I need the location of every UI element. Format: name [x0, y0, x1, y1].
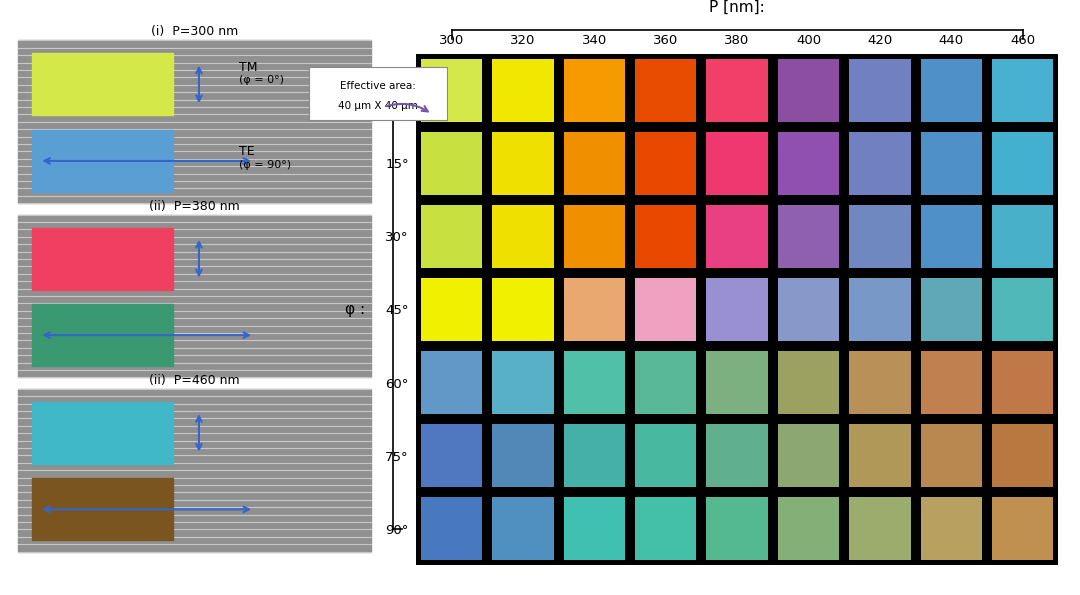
Text: 40 μm X 40 μm: 40 μm X 40 μm: [338, 101, 418, 111]
Bar: [993, 205, 1053, 268]
Text: (i)  P=300 nm: (i) P=300 nm: [151, 26, 238, 39]
Bar: [635, 131, 697, 195]
Bar: [635, 59, 697, 121]
Text: (φ = 0°): (φ = 0°): [240, 75, 284, 85]
Bar: [706, 278, 768, 341]
Bar: [32, 228, 173, 290]
Bar: [421, 351, 482, 414]
Bar: [492, 59, 554, 121]
Bar: [492, 278, 554, 341]
Bar: [564, 497, 625, 560]
Bar: [706, 351, 768, 414]
Bar: [706, 424, 768, 487]
Bar: [706, 131, 768, 195]
Bar: [920, 131, 982, 195]
Bar: [421, 497, 482, 560]
Bar: [421, 424, 482, 487]
Bar: [32, 478, 173, 540]
Bar: [778, 424, 839, 487]
Bar: [564, 424, 625, 487]
Bar: [492, 205, 554, 268]
Bar: [920, 424, 982, 487]
Bar: [635, 205, 697, 268]
Bar: [564, 131, 625, 195]
Bar: [18, 215, 370, 377]
Text: TM: TM: [240, 61, 258, 74]
Bar: [778, 278, 839, 341]
Bar: [421, 131, 482, 195]
Title: P [nm]:: P [nm]:: [710, 0, 765, 14]
Bar: [32, 402, 173, 464]
Bar: [492, 131, 554, 195]
Bar: [778, 497, 839, 560]
Bar: [492, 497, 554, 560]
Bar: [778, 131, 839, 195]
Bar: [421, 278, 482, 341]
Bar: [993, 278, 1053, 341]
Text: TE: TE: [240, 145, 255, 158]
Bar: [920, 351, 982, 414]
Bar: [849, 351, 910, 414]
Text: φ :: φ :: [345, 302, 365, 317]
Bar: [635, 278, 697, 341]
Bar: [32, 130, 173, 192]
Bar: [993, 424, 1053, 487]
Bar: [32, 304, 173, 366]
Bar: [564, 351, 625, 414]
Bar: [993, 497, 1053, 560]
Bar: [635, 497, 697, 560]
Bar: [564, 59, 625, 121]
Bar: [849, 497, 910, 560]
Bar: [421, 205, 482, 268]
Bar: [635, 351, 697, 414]
Bar: [920, 497, 982, 560]
Bar: [18, 40, 370, 203]
Bar: [492, 351, 554, 414]
Bar: [993, 131, 1053, 195]
Bar: [993, 351, 1053, 414]
Text: (φ = 90°): (φ = 90°): [240, 160, 292, 170]
Bar: [920, 278, 982, 341]
Bar: [706, 497, 768, 560]
Bar: [492, 424, 554, 487]
Bar: [920, 59, 982, 121]
Bar: [778, 351, 839, 414]
Bar: [778, 59, 839, 121]
Bar: [849, 278, 910, 341]
Bar: [993, 59, 1053, 121]
Bar: [706, 205, 768, 268]
Text: (ii)  P=460 nm: (ii) P=460 nm: [149, 374, 240, 387]
Bar: [635, 424, 697, 487]
Bar: [18, 389, 370, 552]
Bar: [849, 59, 910, 121]
Bar: [564, 205, 625, 268]
Bar: [564, 278, 625, 341]
Bar: [920, 205, 982, 268]
Bar: [421, 59, 482, 121]
Text: Effective area:: Effective area:: [340, 82, 416, 92]
FancyBboxPatch shape: [309, 67, 447, 120]
Bar: [849, 131, 910, 195]
Bar: [849, 424, 910, 487]
Bar: [778, 205, 839, 268]
Text: (ii)  P=380 nm: (ii) P=380 nm: [149, 199, 240, 212]
Bar: [849, 205, 910, 268]
Bar: [32, 54, 173, 115]
Bar: [706, 59, 768, 121]
